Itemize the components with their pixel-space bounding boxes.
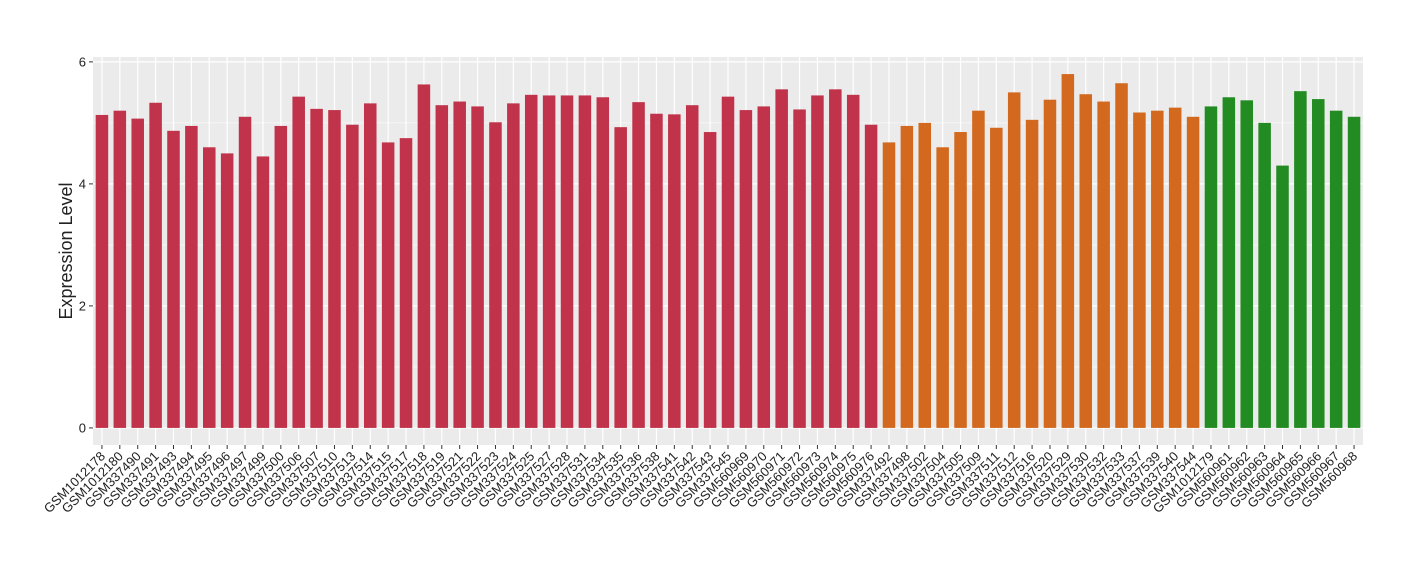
- bar: [256, 156, 270, 428]
- y-axis-label: Expression Level: [56, 182, 76, 319]
- bar: [238, 116, 252, 428]
- bar: [811, 95, 824, 428]
- bar: [1329, 110, 1343, 428]
- bar: [721, 96, 735, 428]
- bar: [1186, 116, 1200, 428]
- bar: [1061, 74, 1075, 428]
- bar: [489, 122, 502, 428]
- bar: [578, 95, 592, 428]
- bar: [650, 113, 663, 428]
- bar: [918, 122, 932, 428]
- bar: [1347, 116, 1361, 428]
- bar: [524, 94, 538, 428]
- bar: [846, 94, 860, 428]
- bar: [149, 102, 162, 428]
- y-tick-label: 0: [79, 420, 86, 435]
- bar: [1168, 107, 1182, 428]
- bar: [346, 124, 359, 428]
- bar: [596, 97, 610, 428]
- bar: [1133, 112, 1146, 428]
- bar: [1007, 92, 1021, 428]
- bar: [936, 147, 949, 428]
- bar: [1276, 165, 1289, 428]
- bar: [399, 138, 413, 428]
- bar: [381, 142, 395, 428]
- bar: [471, 106, 484, 428]
- bar: [632, 102, 645, 428]
- bar: [972, 110, 985, 428]
- bar: [113, 110, 127, 428]
- y-tick-label: 4: [79, 176, 86, 191]
- bar: [864, 124, 878, 428]
- bar: [775, 89, 788, 428]
- y-tick-label: 6: [79, 54, 86, 69]
- bar: [1025, 119, 1039, 428]
- bar: [739, 110, 753, 428]
- bar: [185, 125, 198, 428]
- bar: [1294, 91, 1307, 428]
- bar: [900, 125, 914, 428]
- bar: [1240, 100, 1253, 428]
- bar: [167, 130, 180, 428]
- bar: [1097, 101, 1110, 428]
- bar: [95, 114, 109, 428]
- bar: [310, 108, 323, 428]
- bar: [328, 110, 341, 428]
- bar: [435, 105, 449, 428]
- bar: [757, 106, 771, 428]
- bar: [542, 95, 556, 428]
- bar: [614, 127, 627, 428]
- bar: [990, 127, 1003, 428]
- bar: [1312, 99, 1325, 428]
- bar: [1151, 110, 1164, 428]
- bar: [1115, 83, 1128, 428]
- bar: [829, 89, 842, 428]
- bar: [882, 142, 896, 428]
- bar: [1079, 94, 1093, 428]
- bar: [954, 132, 967, 428]
- y-tick-label: 2: [79, 298, 86, 313]
- bar: [292, 96, 305, 428]
- bar: [668, 114, 681, 428]
- bar: [685, 105, 699, 428]
- bar: [417, 84, 431, 428]
- bar: [220, 153, 234, 428]
- bar: [1258, 122, 1271, 428]
- bar: [203, 147, 216, 428]
- bar: [131, 118, 144, 428]
- bar: [703, 132, 717, 428]
- bar: [793, 109, 806, 428]
- bar: [363, 103, 377, 428]
- bar: [274, 125, 288, 428]
- bar: [453, 101, 466, 428]
- bar: [1204, 106, 1218, 428]
- bar: [1222, 97, 1236, 428]
- bar: [507, 103, 520, 428]
- bar: [1043, 99, 1057, 428]
- bar: [560, 95, 574, 428]
